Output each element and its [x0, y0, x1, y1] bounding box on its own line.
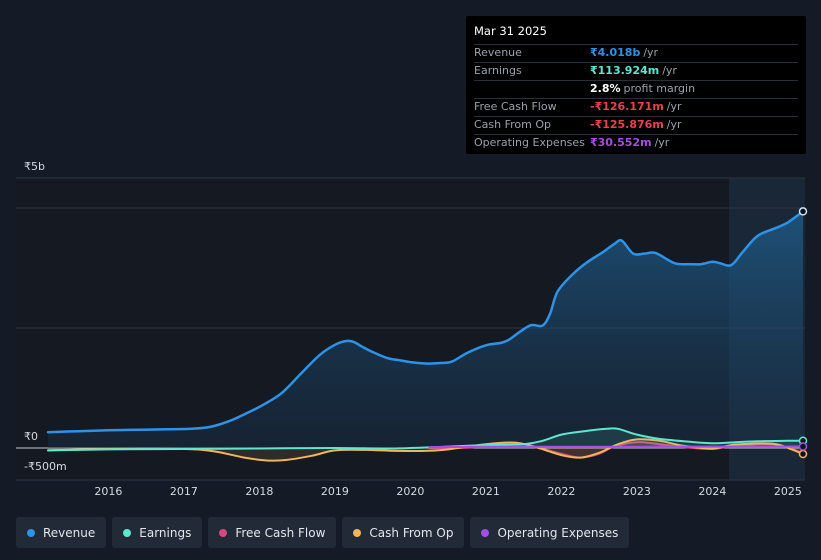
legend-label: Revenue: [43, 525, 96, 540]
legend: Revenue Earnings Free Cash Flow Cash From O…: [16, 517, 635, 550]
legend-dot-icon: [353, 528, 362, 537]
operating-expenses-endpoint: [798, 442, 808, 451]
tooltip-label: Earnings: [474, 64, 522, 77]
tooltip-panel: Mar 31 2025 Revenue ₹4.018b/yr Earnings ₹11…: [466, 16, 806, 154]
legend-item-operating-expenses[interactable]: Operating Expenses: [470, 517, 630, 548]
legend-dot-icon: [219, 528, 228, 537]
x-tick-label: 2019: [321, 485, 349, 498]
tooltip-value: -₹126.171m: [590, 100, 664, 113]
tooltip-row: Free Cash Flow -₹126.171m/yr: [474, 99, 798, 117]
tooltip-label: Free Cash Flow: [474, 100, 557, 113]
legend-label: Operating Expenses: [497, 525, 619, 540]
cash-from-op-endpoint: [798, 449, 808, 459]
tooltip-unit: /yr: [666, 100, 682, 113]
tooltip-row: Revenue ₹4.018b/yr: [474, 45, 798, 63]
legend-dot-icon: [123, 528, 132, 537]
x-tick-label: 2023: [623, 485, 651, 498]
y-label-bottom: -₹500m: [24, 460, 67, 473]
tooltip-value: ₹30.552m: [590, 136, 652, 149]
tooltip-label: Operating Expenses: [474, 136, 585, 149]
tooltip-unit: /yr: [662, 64, 677, 77]
revenue-area: [48, 211, 803, 448]
revenue-endpoint: [798, 207, 808, 216]
earnings-area: [48, 428, 803, 451]
tooltip-value: -₹125.876m: [590, 118, 664, 131]
x-tick-label: 2020: [396, 485, 424, 498]
x-tick-label: 2025: [774, 485, 802, 498]
legend-item-cash-from-op[interactable]: Cash From Op: [342, 517, 465, 548]
tooltip-date: Mar 31 2025: [474, 24, 798, 45]
legend-item-free-cash-flow[interactable]: Free Cash Flow: [208, 517, 337, 548]
tooltip-label: Revenue: [474, 46, 522, 59]
legend-label: Cash From Op: [369, 525, 454, 540]
tooltip-unit: /yr: [654, 136, 670, 149]
tooltip-row: Operating Expenses ₹30.552m/yr: [474, 135, 798, 152]
x-tick-label: 2018: [245, 485, 273, 498]
legend-label: Free Cash Flow: [235, 525, 326, 540]
y-label-top: ₹5b: [24, 160, 45, 173]
tooltip-label: [474, 81, 590, 98]
legend-dot-icon: [481, 528, 490, 537]
legend-item-revenue[interactable]: Revenue: [16, 517, 107, 548]
tooltip-unit: /yr: [666, 118, 682, 131]
tooltip-value: ₹4.018b: [590, 46, 641, 59]
legend-item-earnings[interactable]: Earnings: [112, 517, 203, 548]
legend-dot-icon: [27, 528, 35, 537]
tooltip-row: Earnings ₹113.924m/yr: [474, 63, 798, 81]
tooltip-value: 2.8%: [590, 82, 621, 95]
operating-expenses-line: [428, 445, 804, 449]
legend-label: Earnings: [139, 525, 192, 540]
tooltip-unit: profit margin: [623, 82, 696, 95]
x-tick-label: 2022: [547, 485, 575, 498]
x-tick-label: 2017: [170, 485, 198, 498]
earnings-line: [47, 427, 804, 452]
tooltip-label: Cash From Op: [474, 118, 552, 131]
tooltip-unit: /yr: [643, 46, 659, 59]
tooltip-row: Cash From Op -₹125.876m/yr: [474, 117, 798, 135]
x-tick-label: 2016: [94, 485, 122, 498]
x-tick-label: 2021: [472, 485, 500, 498]
y-label-zero: ₹0: [24, 430, 38, 443]
tooltip-value: ₹113.924m: [590, 64, 660, 77]
revenue-line: [46, 210, 805, 434]
tooltip-row: 2.8% profit margin: [474, 81, 798, 99]
x-tick-label: 2024: [698, 485, 726, 498]
